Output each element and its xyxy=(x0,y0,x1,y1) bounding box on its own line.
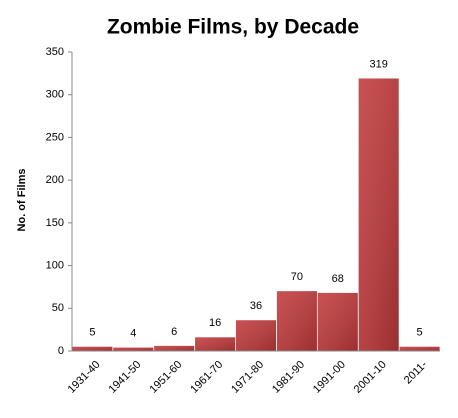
x-tick-label: 1981-90 xyxy=(270,359,307,396)
y-tick-label: 100 xyxy=(46,259,64,271)
bar xyxy=(113,347,154,351)
x-tick-label: 1931-40 xyxy=(66,359,103,396)
x-tick-label: 1991-00 xyxy=(311,359,348,396)
y-tick-label: 0 xyxy=(58,345,64,357)
data-label: 5 xyxy=(89,327,95,339)
data-label: 68 xyxy=(332,273,344,285)
data-label: 319 xyxy=(369,58,387,70)
data-label: 6 xyxy=(171,326,177,338)
x-tick-label: 2011- xyxy=(402,358,430,386)
y-tick-label: 50 xyxy=(52,302,64,314)
bar xyxy=(72,346,113,351)
x-tick-label: 1941-50 xyxy=(106,359,143,396)
data-label: 5 xyxy=(416,327,422,339)
y-axis-title: No. of Films xyxy=(16,169,28,232)
y-tick-label: 350 xyxy=(46,46,64,58)
x-tick-label: 1971-80 xyxy=(229,359,266,396)
data-label: 4 xyxy=(130,327,136,339)
y-tick-label: 250 xyxy=(46,131,64,143)
x-tick-label: 1951-60 xyxy=(147,359,184,396)
bar xyxy=(154,345,195,351)
bar xyxy=(235,320,277,351)
bar xyxy=(358,78,399,352)
data-label: 36 xyxy=(250,300,262,312)
x-tick-label: 1961-70 xyxy=(188,359,225,396)
bar xyxy=(399,346,440,351)
y-tick-label: 150 xyxy=(46,217,64,229)
y-tick-label: 200 xyxy=(46,174,64,186)
chart-title: Zombie Films, by Decade xyxy=(107,16,359,39)
bar xyxy=(195,337,236,351)
bar xyxy=(317,292,358,351)
y-tick-label: 300 xyxy=(46,89,64,101)
bar xyxy=(276,291,317,351)
x-tick-label: 2001-10 xyxy=(352,359,389,396)
data-label: 70 xyxy=(291,271,303,283)
data-label: 16 xyxy=(209,317,221,329)
